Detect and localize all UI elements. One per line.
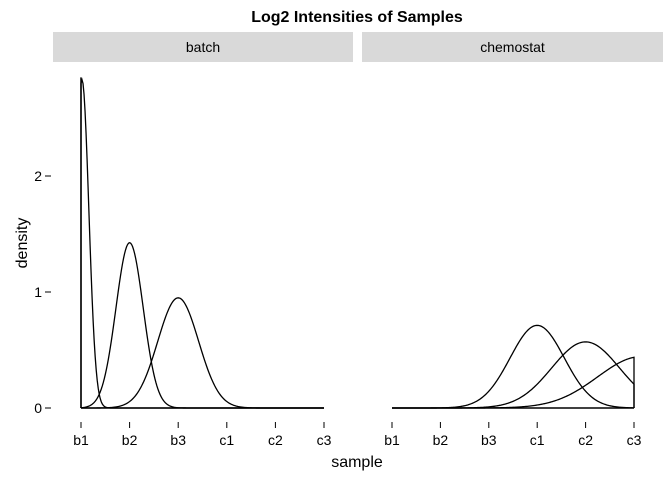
y-tick-label: 2	[34, 168, 42, 184]
facet-strip	[362, 32, 663, 62]
chart-title: Log2 Intensities of Samples	[251, 9, 463, 26]
x-tick-label: b2	[433, 432, 449, 448]
x-tick-label: b3	[481, 432, 497, 448]
y-tick-label: 0	[34, 400, 42, 416]
x-axis-label: sample	[331, 454, 383, 471]
facet-strip	[53, 32, 353, 62]
x-tick-label: c3	[627, 432, 642, 448]
x-tick-label: b1	[384, 432, 400, 448]
x-tick-label: c1	[219, 432, 234, 448]
x-tick-label: c3	[317, 432, 332, 448]
y-tick-label: 1	[34, 284, 42, 300]
x-tick-label: b2	[122, 432, 138, 448]
y-axis-label: density	[14, 218, 31, 269]
density-curve	[392, 356, 635, 409]
facet-strip-label: batch	[186, 39, 220, 55]
density-curve	[81, 297, 324, 409]
x-tick-label: b1	[73, 432, 89, 448]
x-tick-label: b3	[170, 432, 186, 448]
x-tick-label: c2	[268, 432, 283, 448]
facet-strip-label: chemostat	[480, 39, 545, 55]
density-curve	[80, 242, 324, 409]
density-curve	[80, 77, 324, 409]
x-tick-label: c2	[578, 432, 593, 448]
density-curve	[392, 324, 635, 409]
x-tick-label: c1	[530, 432, 545, 448]
